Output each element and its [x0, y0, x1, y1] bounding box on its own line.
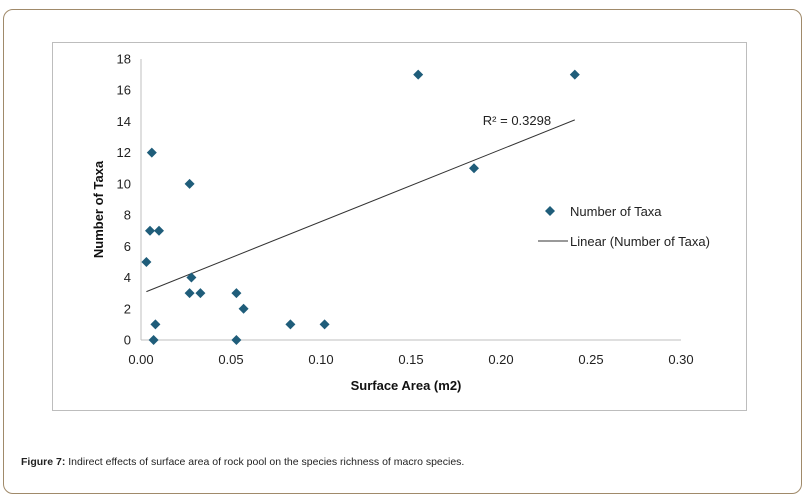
legend: Number of Taxa Linear (Number of Taxa) — [538, 204, 710, 249]
data-point — [413, 69, 424, 80]
data-point — [231, 288, 242, 299]
caption-label: Figure 7: — [21, 456, 66, 468]
legend-series-label: Number of Taxa — [570, 204, 662, 219]
y-tick-label: 0 — [124, 333, 131, 348]
y-tick-label: 12 — [117, 145, 131, 160]
data-point — [146, 147, 157, 158]
chart-area — [52, 42, 747, 411]
x-tick-label: 0.20 — [488, 352, 513, 367]
x-tick-label: 0.00 — [128, 352, 153, 367]
data-point — [231, 335, 242, 345]
data-point — [148, 335, 159, 345]
y-tick-label: 6 — [124, 239, 131, 254]
legend-trendline-label: Linear (Number of Taxa) — [570, 234, 710, 249]
x-tick-label: 0.25 — [578, 352, 603, 367]
y-tick-label: 2 — [124, 301, 131, 316]
x-axis-title: Surface Area (m2) — [351, 378, 462, 393]
legend-marker-diamond — [545, 206, 555, 216]
x-tick-label: 0.05 — [218, 352, 243, 367]
x-tick-label: 0.15 — [398, 352, 423, 367]
data-points — [141, 69, 580, 345]
data-point — [469, 163, 479, 174]
y-tick-label: 8 — [124, 208, 131, 223]
data-point — [141, 256, 152, 267]
figure-caption: Figure 7: Indirect effects of surface ar… — [21, 456, 464, 468]
y-tick-label: 4 — [124, 270, 131, 285]
data-point — [184, 288, 195, 299]
data-point — [319, 319, 330, 330]
y-tick-label: 16 — [117, 83, 131, 98]
x-tick-label: 0.10 — [308, 352, 333, 367]
r-squared-label: R² = 0.3298 — [483, 113, 551, 128]
y-tick-label: 10 — [117, 176, 131, 191]
x-tick-label: 0.30 — [668, 352, 693, 367]
data-point — [184, 178, 195, 189]
y-tick-label: 14 — [117, 114, 131, 129]
y-tick-label: 18 — [117, 52, 131, 67]
data-point — [238, 303, 249, 314]
x-axis-ticks: 0.00 0.05 0.10 0.15 0.20 0.25 0.30 — [128, 352, 693, 367]
data-point — [285, 319, 296, 330]
data-point — [150, 319, 161, 330]
data-point — [154, 225, 164, 236]
y-axis-title: Number of Taxa — [91, 160, 106, 258]
y-axis-ticks: 0 2 4 6 8 10 12 14 16 18 — [117, 52, 131, 348]
data-point — [569, 69, 580, 80]
trendline — [146, 119, 575, 293]
caption-text: Indirect effects of surface area of rock… — [65, 456, 465, 468]
data-point — [195, 288, 206, 299]
data-point — [186, 272, 197, 283]
data-point — [145, 225, 155, 236]
